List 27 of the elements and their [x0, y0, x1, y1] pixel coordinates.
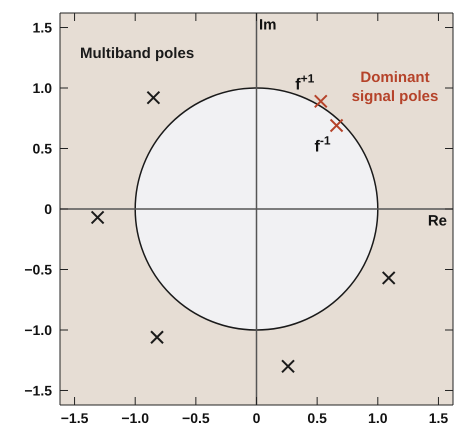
- y-tick-label: 0.5: [32, 140, 52, 156]
- point: [281, 359, 296, 374]
- y-tick-label: 0: [44, 200, 52, 217]
- y-tick-label: −0.5: [24, 261, 52, 278]
- annotation: f$^{-1}$: [314, 134, 331, 156]
- point: [146, 90, 160, 105]
- ref-line-label: Im: [258, 16, 276, 34]
- x-tick-label: 1.5: [428, 410, 448, 426]
- y-tick-label: −1.5: [24, 382, 52, 398]
- x-tick-label: 0.5: [307, 410, 328, 426]
- x-tick-label: 0: [252, 410, 261, 426]
- annotation: Multiband poles: [80, 44, 194, 64]
- point: [150, 330, 164, 344]
- annotation: f$^{+1}$: [295, 71, 315, 94]
- point: [90, 210, 105, 224]
- x-tick-label: −1.5: [60, 410, 89, 426]
- x-tick-label: 1.0: [368, 410, 388, 426]
- x-tick-label: −1.0: [121, 410, 150, 426]
- y-tick-label: 1.5: [32, 19, 52, 36]
- annotation: Dominant signal poles: [350, 68, 440, 106]
- y-tick-label: −1.0: [24, 322, 52, 338]
- point: [330, 118, 344, 133]
- ref-line-label: Re: [428, 212, 447, 230]
- x-tick-label: −0.5: [182, 410, 210, 426]
- y-tick-label: 1.0: [32, 80, 52, 96]
- point: [382, 270, 396, 285]
- point: [314, 94, 328, 108]
